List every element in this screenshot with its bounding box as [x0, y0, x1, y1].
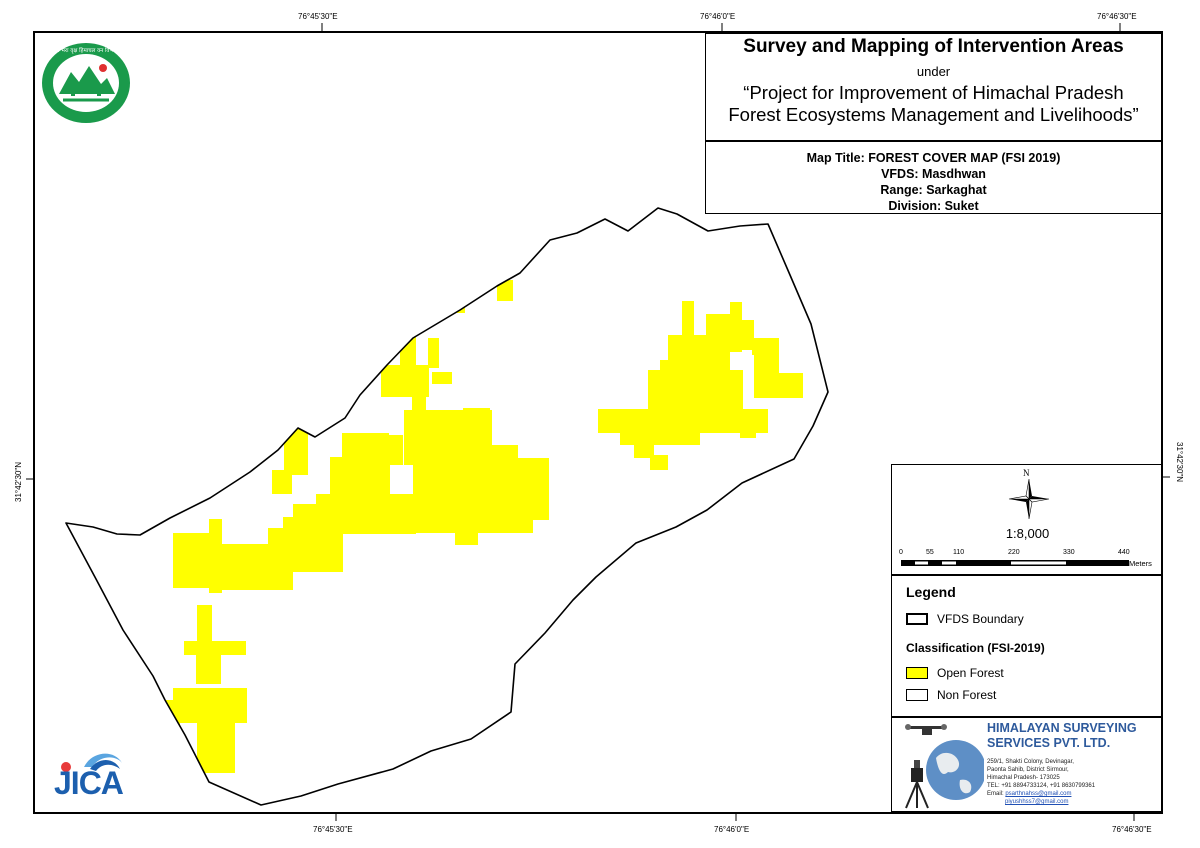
- legend-label-non-forest: Non Forest: [937, 688, 997, 702]
- jica-logo: JICA: [52, 745, 127, 805]
- company-name-line2: SERVICES PVT. LTD.: [987, 736, 1111, 750]
- scale-bar: [901, 560, 1129, 566]
- company-logo-globe-icon: [905, 724, 984, 809]
- company-box: HIMALAYAN SURVEYING SERVICES PVT. LTD. 2…: [891, 717, 1162, 812]
- scale-box: N 1:8,000 0 55 110 220 330 440 Meters: [891, 464, 1162, 575]
- legend-swatch-open-forest: [906, 667, 928, 679]
- coord-bottom-3: 76°46'30"E: [1112, 825, 1152, 834]
- project-title-line1: “Project for Improvement of Himachal Pra…: [743, 82, 1124, 103]
- jica-swoosh-icon: [61, 753, 122, 772]
- company-name-line1: HIMALAYAN SURVEYING: [987, 721, 1137, 735]
- north-label: N: [1023, 468, 1030, 478]
- legend-swatch-boundary: [906, 613, 928, 625]
- email-label: Email:: [987, 791, 1004, 797]
- vfds-line: VFDS: Masdhwan: [881, 167, 986, 181]
- email-link-1[interactable]: psarthnahss@gmail.com: [1005, 791, 1072, 797]
- coord-bottom-2: 76°46'0"E: [714, 825, 750, 834]
- vfds-boundary: [65, 207, 829, 806]
- project-title-line2: Forest Ecosystems Management and Livelih…: [728, 104, 1139, 125]
- range-line: Range: Sarkaghat: [880, 183, 987, 197]
- legend-swatch-non-forest: [906, 689, 928, 701]
- open-forest-area: [160, 280, 803, 773]
- map-info-box: Map Title: FOREST COVER MAP (FSI 2019) V…: [705, 141, 1162, 214]
- scale-tick-440: 440: [1118, 549, 1130, 556]
- scale-ratio: 1:8,000: [1005, 526, 1050, 541]
- scale-tick-330: 330: [1063, 549, 1075, 556]
- scale-tick-220: 220: [1008, 549, 1020, 556]
- coord-top-2: 76°46'0"E: [700, 12, 736, 21]
- jica-text: JICA: [54, 765, 124, 801]
- scale-unit: Meters: [1129, 559, 1152, 568]
- north-arrow-icon: [1008, 478, 1050, 520]
- email-link-2[interactable]: piyushhss7@gmail.com: [1005, 799, 1069, 805]
- legend-label-boundary: VFDS Boundary: [937, 612, 1024, 626]
- division-line: Division: Suket: [888, 199, 979, 213]
- address-line3: Himachal Pradesh- 173025: [987, 775, 1060, 781]
- legend-label-open-forest: Open Forest: [937, 666, 1004, 680]
- map-title-line: Map Title: FOREST COVER MAP (FSI 2019): [806, 151, 1061, 165]
- legend-title: Legend: [906, 584, 956, 600]
- scale-tick-0: 0: [899, 549, 903, 556]
- company-name: HIMALAYAN SURVEYING SERVICES PVT. LTD.: [987, 721, 1137, 751]
- company-address: 259/1, Shakti Colony, Devinagar, Paonta …: [987, 758, 1095, 806]
- forest-department-seal: हर भरा वृक्ष हिमाचल वन विभाग: [42, 43, 130, 123]
- seal-top-text: हर भरा वृक्ष हिमाचल वन विभाग: [54, 47, 119, 54]
- project-title: “Project for Improvement of Himachal Pra…: [706, 82, 1161, 126]
- map-canvas[interactable]: [35, 33, 1161, 812]
- legend-box: Legend VFDS Boundary Classification (FSI…: [891, 575, 1162, 717]
- address-line1: 259/1, Shakti Colony, Devinagar,: [987, 759, 1074, 765]
- scale-tick-110: 110: [953, 549, 965, 556]
- map-main-title: Survey and Mapping of Intervention Areas: [743, 36, 1124, 57]
- coord-top-3: 76°46'30"E: [1097, 12, 1137, 21]
- title-under: under: [916, 64, 951, 79]
- coord-top-1: 76°45'30"E: [298, 12, 338, 21]
- address-line2: Paonta Sahib, District Sirmour,: [987, 767, 1069, 773]
- scale-tick-55: 55: [926, 549, 934, 556]
- title-box: Survey and Mapping of Intervention Areas…: [705, 33, 1162, 141]
- legend-classification-title: Classification (FSI-2019): [906, 641, 1045, 655]
- address-phone: TEL: +91 8894733124, +91 8630799361: [987, 783, 1096, 789]
- coord-bottom-1: 76°45'30"E: [313, 825, 353, 834]
